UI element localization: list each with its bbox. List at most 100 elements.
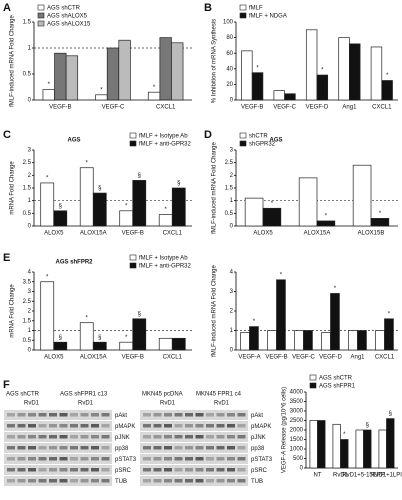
legend-label: fMLF + anti-GPR32 bbox=[139, 142, 192, 148]
blot-band bbox=[28, 435, 36, 439]
blot-band bbox=[153, 424, 162, 428]
bar bbox=[321, 332, 331, 351]
blot-band bbox=[227, 446, 235, 450]
significance-label: * bbox=[256, 65, 259, 71]
y-tick-label: 40 bbox=[226, 66, 233, 72]
y-tick-label: 0.5 bbox=[23, 72, 32, 78]
blot-band bbox=[7, 457, 15, 461]
blot-strip bbox=[4, 465, 112, 475]
blot-band bbox=[59, 457, 68, 461]
x-tick-label: VEGF-B bbox=[265, 355, 287, 361]
bar bbox=[309, 420, 318, 469]
y-tick-label: 4 bbox=[230, 270, 234, 276]
blot-band bbox=[174, 435, 183, 439]
legend-swatch bbox=[309, 374, 317, 381]
blot-band bbox=[38, 479, 47, 483]
blot-band bbox=[153, 457, 162, 461]
blot-band bbox=[216, 457, 225, 461]
y-tick-label: 1.5 bbox=[23, 318, 32, 324]
x-tick-label: CXCL1 bbox=[375, 355, 395, 361]
bar bbox=[42, 89, 55, 101]
y-axis-label: VEGF-A Release (pg/10^6 cells) bbox=[282, 387, 288, 473]
blot-band bbox=[17, 457, 26, 461]
y-axis-label: fMLF-induced mRNA Fold Change bbox=[10, 14, 16, 106]
y-tick-label: 3.5 bbox=[23, 279, 32, 285]
blot-band bbox=[7, 435, 15, 439]
y-tick-label: 1 bbox=[230, 198, 234, 204]
panel-letter: F bbox=[3, 379, 10, 391]
blot-band bbox=[143, 435, 151, 439]
bar bbox=[171, 42, 184, 101]
blot-band bbox=[227, 413, 235, 417]
blot-band bbox=[59, 479, 68, 483]
blot-strip bbox=[140, 410, 248, 420]
blot-band bbox=[49, 413, 57, 417]
y-tick-label: 2 bbox=[230, 309, 234, 315]
significance-label: § bbox=[138, 311, 141, 317]
bar bbox=[284, 93, 296, 101]
legend-label: fMLF + Isotype Ab bbox=[139, 256, 188, 262]
blot-band bbox=[70, 446, 78, 450]
x-tick-label: ALOX5 bbox=[44, 231, 64, 237]
blot-band bbox=[195, 446, 204, 450]
y-tick-label: 1.5 bbox=[23, 20, 32, 26]
x-tick-label: ALOX15A bbox=[304, 231, 331, 237]
blot-band bbox=[174, 424, 183, 428]
x-tick-label: ALOX15A bbox=[80, 231, 107, 237]
blot-band bbox=[185, 446, 193, 450]
blot-group-label: MKN45 FPR1 c4 bbox=[196, 392, 242, 398]
significance-label: § bbox=[177, 181, 180, 187]
bar bbox=[92, 341, 107, 351]
blot-band bbox=[91, 424, 99, 428]
bar bbox=[317, 420, 326, 469]
y-axis-label: fMLF-induced mRNA Fold Change bbox=[212, 141, 218, 233]
blot-band bbox=[38, 446, 47, 450]
blot-band bbox=[164, 446, 172, 450]
x-tick-label: VEGF-C bbox=[273, 105, 296, 111]
y-tick-label: 0 bbox=[230, 224, 234, 230]
x-tick-label: ALOX15A bbox=[80, 355, 107, 361]
panel-letter: B bbox=[204, 2, 212, 14]
blot-band bbox=[185, 479, 193, 483]
blot-band bbox=[216, 446, 225, 450]
blot-band bbox=[59, 446, 68, 450]
y-tick-label: 2 bbox=[28, 173, 32, 179]
blot-band bbox=[7, 479, 15, 483]
bar bbox=[158, 337, 173, 351]
significance-label: * bbox=[253, 319, 256, 325]
y-tick-label: 1000 bbox=[290, 447, 304, 453]
blot-band bbox=[17, 479, 26, 483]
blot-band bbox=[80, 424, 89, 428]
blot-strip bbox=[140, 421, 248, 431]
blot-band bbox=[28, 446, 36, 450]
blot-band bbox=[227, 424, 235, 428]
blot-row-label: pp38 bbox=[251, 446, 265, 452]
y-tick-label: 0 bbox=[28, 348, 32, 354]
legend-swatch bbox=[129, 254, 137, 261]
y-tick-label: 1.5 bbox=[23, 186, 32, 192]
x-tick-label: VEGF-B bbox=[122, 355, 144, 361]
significance-label: * bbox=[46, 274, 49, 280]
blot-band bbox=[185, 424, 193, 428]
blot-band bbox=[80, 413, 89, 417]
x-tick-label: ALOX5 bbox=[44, 355, 64, 361]
bar bbox=[171, 187, 186, 227]
blot-strip bbox=[140, 465, 248, 475]
blot-band bbox=[206, 479, 214, 483]
blot-band bbox=[237, 446, 246, 450]
bar bbox=[106, 47, 120, 101]
bar bbox=[370, 46, 383, 101]
blot-row-label: pMAPK bbox=[115, 424, 135, 430]
blot-strip bbox=[140, 432, 248, 442]
bar bbox=[147, 91, 161, 101]
blot-band bbox=[237, 413, 246, 417]
legend-swatch bbox=[129, 262, 137, 269]
significance-label: * bbox=[86, 160, 89, 166]
blot-band bbox=[80, 435, 89, 439]
blot-band bbox=[195, 457, 204, 461]
bar bbox=[303, 330, 313, 351]
blot-group-label: MKN45 pcDNA bbox=[142, 392, 183, 398]
y-tick-label: 1 bbox=[28, 328, 32, 334]
blot-band bbox=[174, 413, 183, 417]
